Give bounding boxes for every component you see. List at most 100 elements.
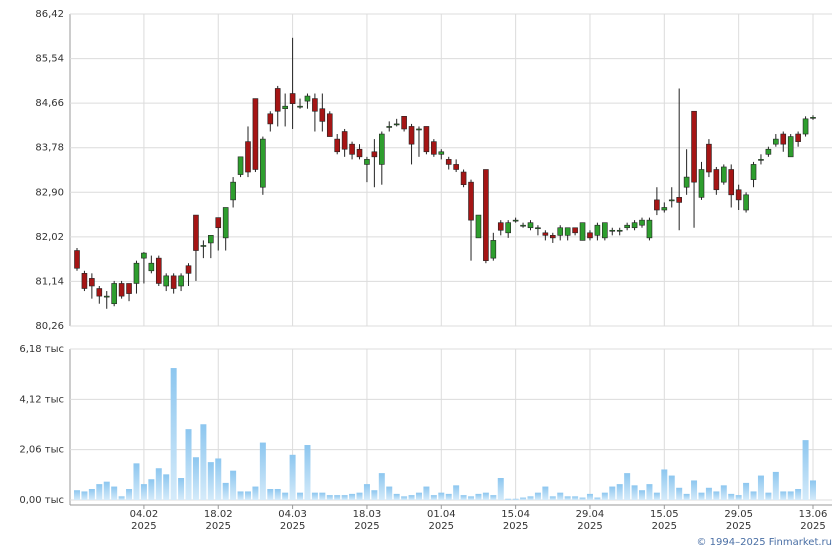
volume-bar: [705, 487, 712, 500]
volume-bar: [631, 485, 638, 500]
volume-bar: [743, 482, 750, 500]
volume-bar: [274, 489, 281, 500]
x-tick-year: 2025: [131, 521, 156, 532]
volume-bar: [341, 495, 348, 500]
candle-body: [185, 265, 192, 274]
candle-body: [141, 252, 147, 259]
x-tick-label: 18.03: [353, 509, 382, 520]
candle-body: [111, 283, 117, 305]
volume-bar: [200, 424, 207, 500]
volume-bar: [616, 484, 623, 500]
volume-bar: [468, 496, 475, 500]
volume-bar: [371, 490, 378, 500]
volume-bar: [787, 491, 794, 500]
x-tick-label: 04.02: [130, 509, 159, 520]
candle-body: [74, 250, 80, 269]
volume-bar: [572, 496, 579, 500]
volume-bar: [349, 493, 356, 500]
candle-body: [691, 110, 697, 183]
candle-body: [579, 222, 586, 241]
volume-bar: [520, 497, 527, 500]
volume-bar: [363, 484, 370, 500]
candle-body: [379, 133, 385, 165]
footer[interactable]: © 1994–2025 Finmarket.ru: [696, 537, 832, 548]
candle-body: [230, 181, 236, 201]
candle-body: [698, 169, 705, 198]
y-tick-label: 0,00 тыс: [19, 495, 64, 506]
candle-body: [512, 219, 519, 222]
candle-body: [646, 219, 653, 239]
candle-body: [103, 295, 110, 298]
x-tick-year: 2025: [206, 521, 231, 532]
volume-bar: [155, 468, 162, 500]
volume-bar: [207, 462, 214, 500]
candle-body: [453, 164, 459, 170]
y-tick-label: 4,12 тыс: [19, 394, 64, 405]
volume-bar: [765, 492, 772, 500]
volume-bar: [423, 486, 430, 500]
candle-body: [758, 159, 764, 161]
candle-body: [126, 283, 132, 294]
volume-bar: [222, 482, 229, 500]
volume-bar: [297, 492, 304, 500]
candle-body: [312, 98, 318, 112]
volume-bar: [334, 495, 341, 500]
candle-body: [520, 224, 526, 227]
candle-body: [780, 133, 787, 145]
volume-bar: [430, 495, 437, 500]
volume-bar: [244, 491, 251, 500]
candle-body: [750, 164, 757, 180]
volume-bar: [653, 492, 660, 500]
candle-body: [676, 197, 682, 203]
candle-body: [594, 224, 601, 236]
volume-bar: [564, 496, 571, 500]
volume-bar: [505, 498, 512, 500]
volume-bar: [646, 484, 653, 500]
candle-body: [356, 148, 363, 158]
volume-bar: [512, 498, 519, 500]
volume-bar: [356, 492, 363, 500]
volume-bar: [133, 463, 140, 500]
candle-body: [609, 229, 616, 232]
volume-bar: [534, 492, 541, 500]
candle-body: [274, 88, 281, 112]
y-tick-label: 2,06 тыс: [19, 445, 64, 456]
volume-bar: [393, 493, 400, 500]
volume-bar: [668, 475, 675, 500]
candle-body: [170, 275, 177, 289]
volume-bar: [378, 473, 385, 500]
candle-body: [661, 207, 668, 211]
volume-bar: [639, 490, 646, 500]
volume-bar: [750, 491, 757, 500]
candle-body: [557, 227, 564, 236]
candle-body: [720, 166, 727, 183]
volume-bar: [170, 368, 177, 500]
candle-body: [178, 275, 184, 287]
candle-body: [326, 113, 333, 137]
candle-body: [371, 151, 378, 158]
volume-bar: [282, 492, 289, 500]
y-tick-label: 6,18 тыс: [19, 344, 64, 355]
volume-bar: [289, 454, 296, 500]
volume-bar: [215, 458, 222, 500]
candle-body: [460, 171, 467, 185]
volume-bar: [386, 486, 393, 500]
volume-bar: [81, 491, 88, 500]
candle-body: [587, 232, 593, 239]
candle-body: [133, 262, 140, 284]
volume-bar: [579, 497, 586, 500]
volume-bar: [728, 493, 735, 500]
volume-bar: [460, 495, 467, 500]
x-tick-year: 2025: [577, 521, 602, 532]
y-tick-label: 86,42: [35, 9, 64, 20]
candle-body: [624, 224, 630, 229]
candle-body: [393, 123, 400, 126]
x-tick-year: 2025: [280, 521, 305, 532]
candle-body: [349, 143, 355, 155]
volume-bar: [497, 478, 504, 500]
volume-bar: [772, 471, 779, 500]
candle-body: [245, 141, 251, 173]
candle-body: [334, 138, 341, 153]
candle-body: [602, 222, 608, 239]
